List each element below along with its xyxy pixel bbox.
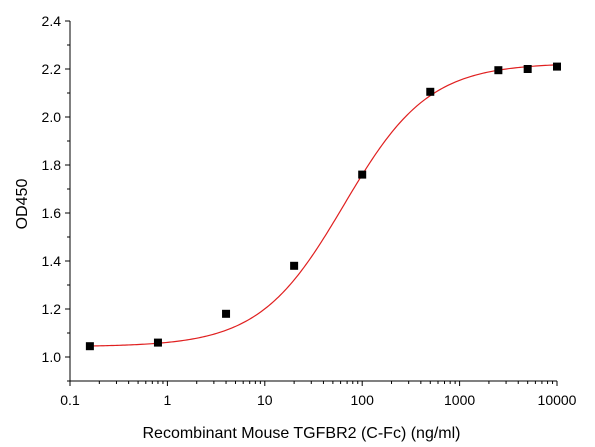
x-tick-label: 1000 (444, 392, 475, 408)
x-tick-label: 10000 (538, 392, 577, 408)
y-tick-label: 1.2 (42, 301, 62, 317)
data-point (358, 170, 367, 179)
y-tick-label: 1.8 (42, 157, 62, 173)
data-point (553, 62, 561, 71)
data-point (85, 342, 94, 351)
data-point (153, 338, 162, 347)
x-tick-label: 0.1 (60, 392, 80, 408)
data-point (494, 66, 503, 75)
x-tick-label: 10 (257, 392, 273, 408)
y-axis-title: OD450 (14, 179, 31, 230)
y-tick-label: 2.0 (42, 109, 62, 125)
axes (65, 20, 558, 386)
fit-curve (89, 64, 558, 347)
x-tick-label: 1 (164, 392, 172, 408)
y-tick-label: 2.2 (42, 61, 62, 77)
y-tick-label: 1.6 (42, 205, 62, 221)
labels: 0.1 1 10 100 1000 10000 1.0 1.2 1.4 1.6 1.8 2.0 2.2 2… (14, 13, 577, 442)
data-point (222, 309, 231, 318)
y-tick-label: 1.4 (42, 253, 62, 269)
x-tick-label: 100 (351, 392, 375, 408)
data-point (290, 261, 299, 270)
data-point (426, 87, 435, 96)
y-tick-label: 1.0 (42, 349, 62, 365)
x-axis-title: Recombinant Mouse TGFBR2 (C-Fc) (ng/ml) (143, 425, 461, 442)
data-point (523, 65, 532, 73)
fit-curve-group (89, 64, 558, 347)
y-tick-label: 2.4 (42, 13, 62, 29)
data-points (85, 62, 561, 351)
